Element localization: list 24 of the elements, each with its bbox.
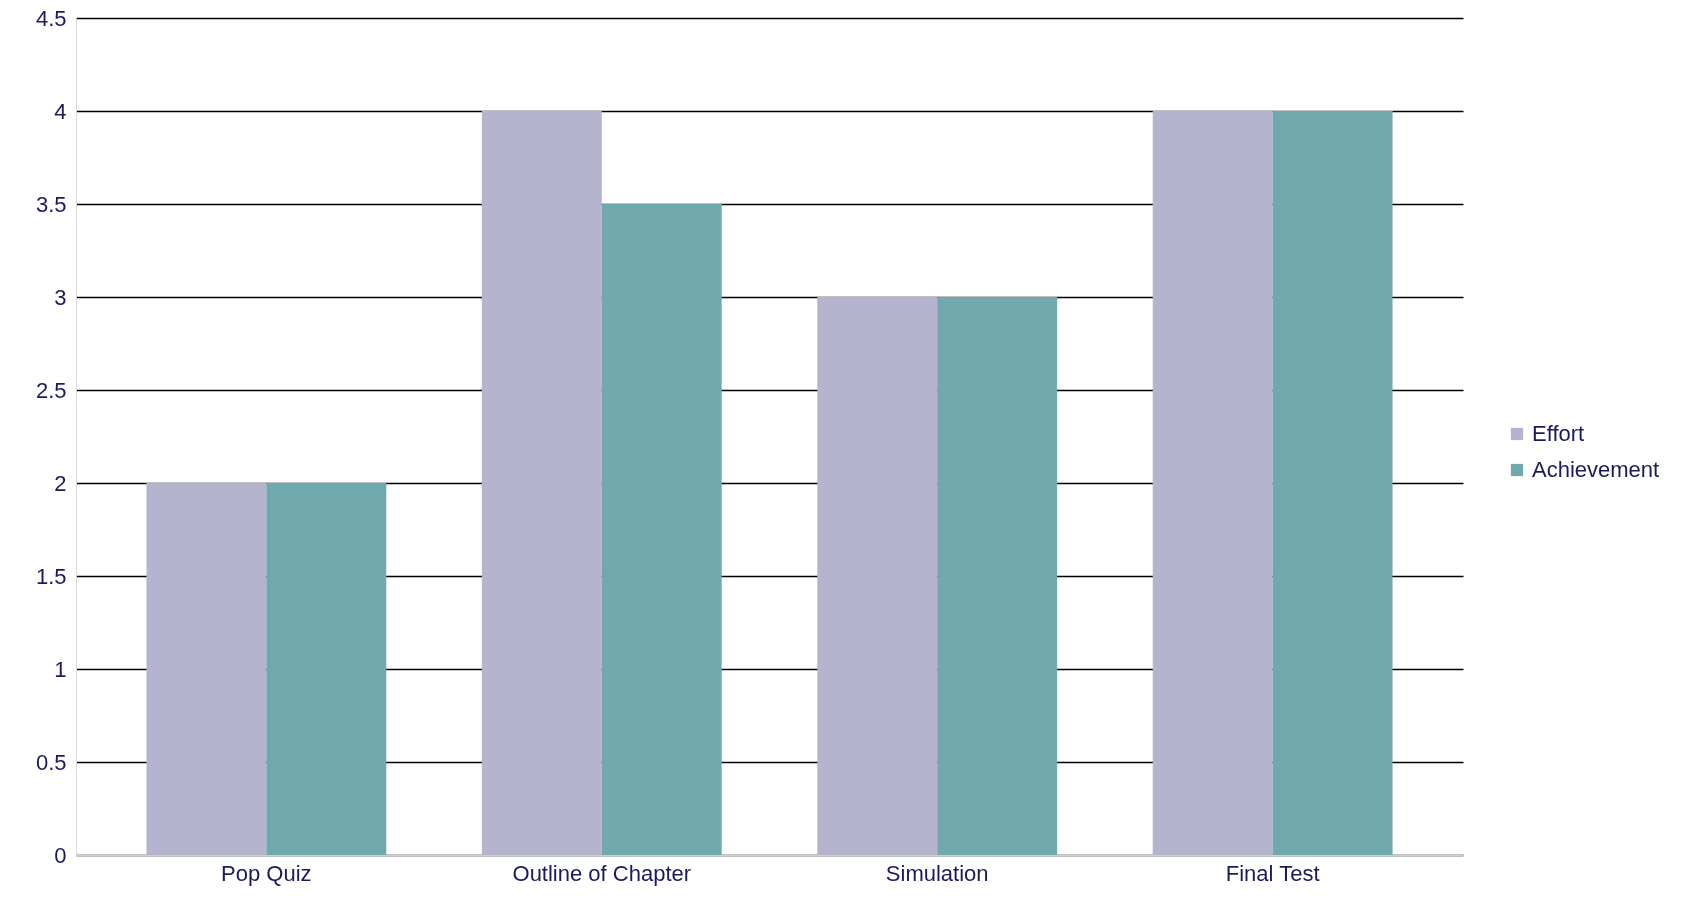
y-tick-label: 2.5 xyxy=(35,377,67,403)
x-tick-label: Final Test xyxy=(1225,860,1320,886)
bar xyxy=(601,204,722,855)
y-tick-label: 4.5 xyxy=(35,5,67,31)
bar xyxy=(146,483,267,855)
y-tick-label: 4 xyxy=(54,98,67,124)
bar xyxy=(1152,111,1273,855)
legend-label: Achievement xyxy=(1532,457,1660,482)
bar xyxy=(1272,111,1393,855)
y-tick-label: 3.5 xyxy=(35,191,67,217)
y-tick-label: 0 xyxy=(54,842,67,868)
y-tick-label: 3 xyxy=(54,284,67,310)
y-tick-label: 0.5 xyxy=(35,749,67,775)
x-tick-label: Pop Quiz xyxy=(221,860,312,886)
y-tick-label: 1.5 xyxy=(35,563,67,589)
bar xyxy=(937,297,1058,855)
bar xyxy=(266,483,387,855)
y-tick-label: 2 xyxy=(54,470,67,496)
x-tick-label: Outline of Chapter xyxy=(512,860,692,886)
bar xyxy=(817,297,938,855)
bar xyxy=(481,111,602,855)
legend-label: Effort xyxy=(1532,421,1585,446)
x-tick-label: Simulation xyxy=(885,860,989,886)
y-tick-label: 1 xyxy=(54,656,67,682)
